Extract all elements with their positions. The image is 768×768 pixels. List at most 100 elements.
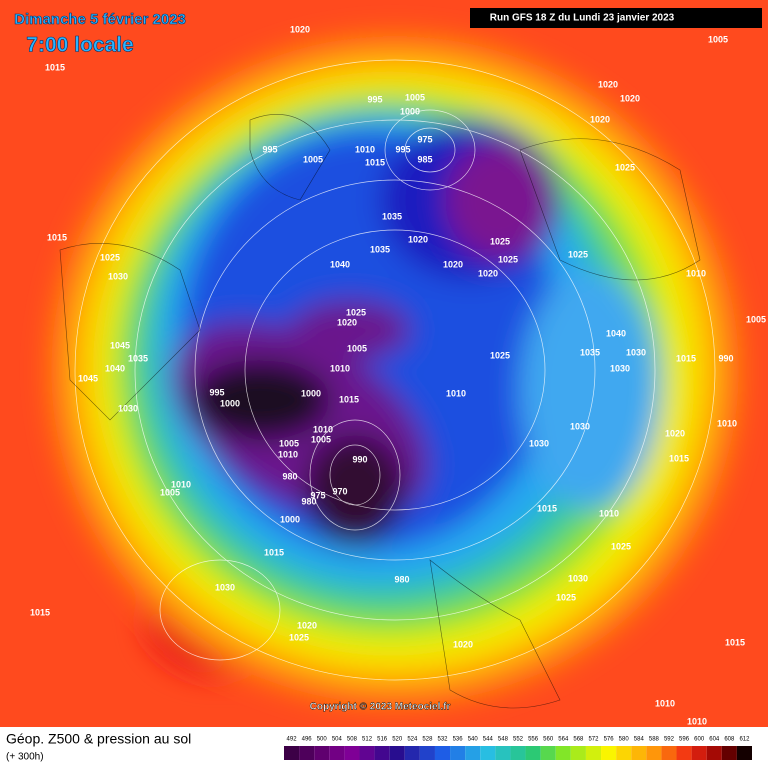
pressure-label: 1000 (301, 388, 321, 398)
pressure-label: 1020 (337, 317, 357, 327)
legend-label: 612 (739, 737, 750, 743)
legend-label: 556 (528, 737, 539, 743)
pressure-label: 1025 (289, 632, 309, 642)
legend-label: 496 (302, 737, 313, 743)
pressure-label: 1005 (708, 34, 728, 44)
run-box (470, 8, 762, 28)
legend-label: 492 (287, 737, 298, 743)
legend-swatch (676, 746, 692, 760)
pressure-label: 1005 (347, 343, 367, 353)
legend-label: 548 (498, 737, 509, 743)
pressure-label: 1000 (280, 514, 300, 524)
date: Dimanche 5 février 2023 (14, 11, 186, 28)
pressure-label: 1005 (160, 487, 180, 497)
pressure-label: 1015 (264, 547, 284, 557)
pressure-label: 1035 (580, 347, 600, 357)
pressure-label: 1030 (626, 347, 646, 357)
pressure-label: 1020 (443, 259, 463, 269)
pressure-label: 1020 (620, 93, 640, 103)
legend-swatch (691, 746, 707, 760)
pressure-label: 1005 (279, 438, 299, 448)
pressure-label: 1040 (330, 259, 350, 269)
pressure-label: 1035 (370, 244, 390, 254)
pressure-label: 975 (310, 490, 325, 500)
pressure-label: 1005 (311, 434, 331, 444)
legend-label: 560 (543, 737, 554, 743)
pressure-label: 1030 (570, 421, 590, 431)
run-info: Run GFS 18 Z du Lundi 23 janvier 2023 (490, 13, 675, 24)
legend-swatch (359, 746, 375, 760)
footer-lead: (+ 300h) (6, 752, 44, 763)
legend-swatch (661, 746, 677, 760)
pressure-label: 990 (718, 353, 733, 363)
legend-swatch (555, 746, 571, 760)
pressure-label: 1030 (215, 582, 235, 592)
legend-swatch (646, 746, 662, 760)
legend-swatch (480, 746, 496, 760)
legend-label: 580 (619, 737, 630, 743)
legend-swatch (419, 746, 435, 760)
pressure-label: 1025 (556, 592, 576, 602)
pressure-label: 1025 (498, 254, 518, 264)
legend-swatch (465, 746, 481, 760)
pressure-label: 1010 (687, 716, 707, 726)
legend-label: 600 (694, 737, 705, 743)
legend-label: 572 (588, 737, 599, 743)
legend-label: 516 (377, 737, 388, 743)
legend-swatch (570, 746, 586, 760)
pressure-label: 1015 (365, 157, 385, 167)
pressure-label: 980 (282, 471, 297, 481)
pressure-label: 1010 (599, 508, 619, 518)
legend-swatch (284, 746, 300, 760)
legend-label: 604 (709, 737, 720, 743)
pressure-label: 1020 (290, 24, 310, 34)
footer-title: Géop. Z500 & pression au sol (6, 731, 191, 747)
legend-label: 596 (679, 737, 690, 743)
legend-swatch (585, 746, 602, 760)
legend-label: 564 (558, 737, 569, 743)
pressure-label: 975 (417, 134, 432, 144)
legend-label: 608 (724, 737, 735, 743)
pressure-label: 1005 (405, 92, 425, 102)
pressure-label: 1010 (446, 388, 466, 398)
pressure-label: 1020 (598, 79, 618, 89)
color-legend: 492 496 500 504 508 512 516 520 524 528 532 536 540 5… (284, 737, 752, 760)
pressure-label: 1025 (346, 307, 366, 317)
legend-label: 584 (634, 737, 645, 743)
legend-swatch (299, 746, 315, 760)
legend-swatch (495, 746, 511, 760)
pressure-label: 1020 (665, 428, 685, 438)
legend-label: 524 (407, 737, 418, 743)
pressure-label: 1015 (45, 62, 65, 72)
pressure-label: 1035 (382, 211, 402, 221)
legend-label: 552 (513, 737, 524, 743)
legend-swatch (329, 746, 345, 760)
isobars (74, 59, 716, 681)
legend-label: 520 (392, 737, 403, 743)
pressure-label: 1030 (610, 363, 630, 373)
pressure-label: 1020 (453, 639, 473, 649)
pressure-label: 1040 (606, 328, 626, 338)
pressure-label: 1010 (278, 449, 298, 459)
pressure-label: 1035 (128, 353, 148, 363)
pressure-label: 1015 (669, 453, 689, 463)
legend-swatch (404, 746, 420, 760)
legend-swatch (510, 746, 526, 760)
pressure-label: 995 (395, 144, 410, 154)
pressure-label: 1030 (118, 403, 138, 413)
legend-label: 528 (422, 737, 433, 743)
legend-swatch (721, 746, 737, 760)
legend-swatch (616, 746, 632, 760)
legend-swatch (450, 746, 466, 760)
pressure-label: 1015 (537, 503, 557, 513)
pressure-label: 1045 (78, 373, 98, 383)
pressure-label: 1020 (590, 114, 610, 124)
legend-label: 588 (649, 737, 660, 743)
pressure-label: 1040 (105, 363, 125, 373)
pressure-label: 1020 (478, 268, 498, 278)
pressure-label: 1010 (171, 479, 191, 489)
geopotential-field (0, 0, 768, 727)
legend-swatch (525, 746, 541, 760)
legend-label: 540 (468, 737, 479, 743)
